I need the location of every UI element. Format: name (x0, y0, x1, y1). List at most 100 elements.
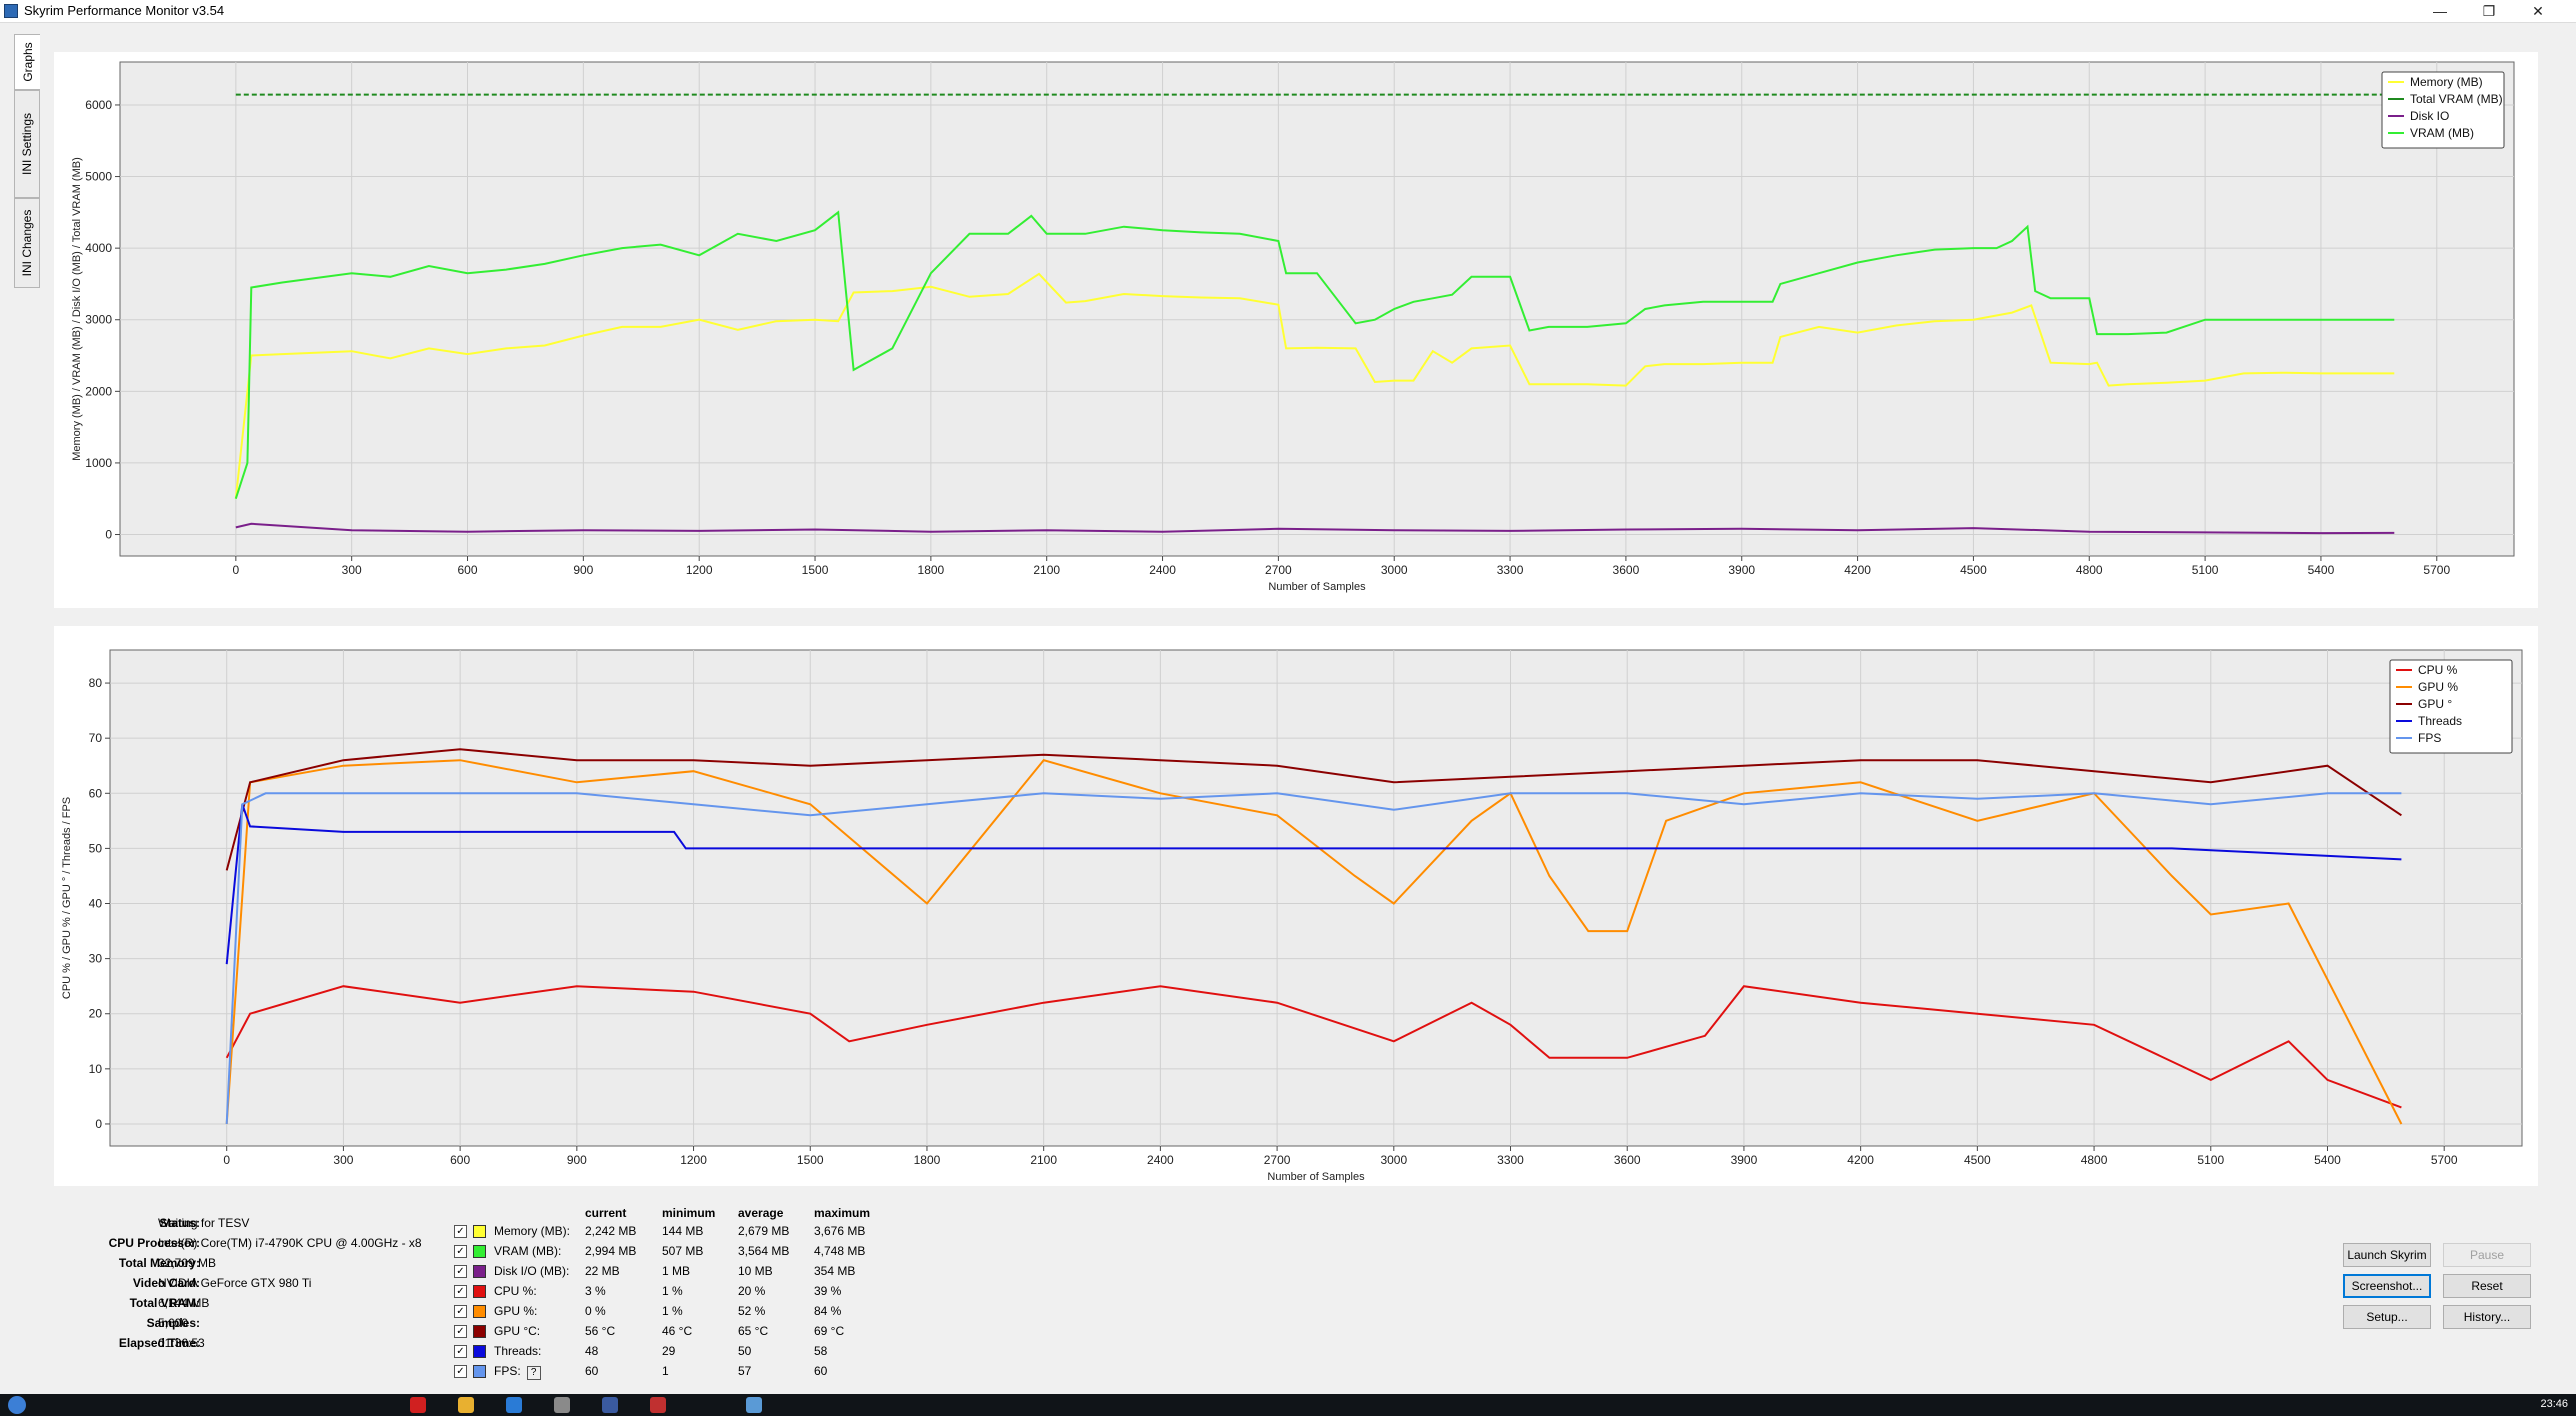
samples-label: Samples: (146, 1316, 200, 1330)
threads-checkbox[interactable]: ✓ (454, 1345, 467, 1358)
gpu-current: 0 % (585, 1304, 606, 1318)
tab-ini-changes[interactable]: INI Changes (14, 198, 40, 288)
vram-current: 2,994 MB (585, 1244, 637, 1258)
video-card-label: Video Card: (132, 1276, 200, 1290)
status-label: Status: (159, 1216, 200, 1230)
memory-chart-x-tick-label: 1200 (686, 563, 713, 577)
performance-chart-legend (2389, 659, 2513, 754)
vram-swatch (473, 1245, 486, 1258)
performance-chart-panel: 0 300 600 900 1200 1500 1800 2100 2400 2700 3000 33… (54, 626, 2538, 1186)
gpu-temp-row-label: GPU °C: (494, 1324, 541, 1338)
fps-label-text: FPS: (494, 1364, 521, 1378)
memory-average: 2,679 MB (738, 1224, 790, 1238)
performance-chart-x-tick-label: 300 (333, 1153, 353, 1167)
cpu-average: 20 % (738, 1284, 766, 1298)
gpu-checkbox[interactable]: ✓ (454, 1305, 467, 1318)
video-card-value: NVIDIA GeForce GTX 980 Ti (158, 1276, 312, 1290)
performance-chart-x-tick-label: 3300 (1497, 1153, 1524, 1167)
vram-maximum: 4,748 MB (814, 1244, 866, 1258)
start-button[interactable] (8, 1396, 26, 1414)
memory-chart-series-disk-io (235, 522, 2395, 535)
history-button[interactable]: History... (2443, 1305, 2531, 1329)
cpu-maximum: 39 % (814, 1284, 842, 1298)
tab-ini-settings[interactable]: INI Settings (14, 90, 40, 198)
launch-skyrim-button[interactable]: Launch Skyrim (2343, 1243, 2431, 1267)
performance-chart-x-tick-label: 5100 (2197, 1153, 2224, 1167)
threads-minimum: 29 (662, 1344, 676, 1358)
gpu-minimum: 1 % (662, 1304, 683, 1318)
performance-chart-x-tick-label: 5400 (2314, 1153, 2341, 1167)
vram-checkbox[interactable]: ✓ (454, 1245, 467, 1258)
cpu-minimum: 1 % (662, 1284, 683, 1298)
memory-chart-y-tick-label: 4000 (85, 241, 112, 255)
total-vram-value: 6,144 MB (158, 1296, 210, 1310)
disk-io-swatch (473, 1265, 486, 1278)
vram-average: 3,564 MB (738, 1244, 790, 1258)
close-button[interactable]: ✕ (2532, 3, 2544, 19)
screenshot-button[interactable]: Screenshot... (2343, 1274, 2431, 1298)
taskbar-clock: 23:46 (2540, 1398, 2568, 1410)
memory-chart-y-tick-label: 2000 (85, 384, 112, 398)
gpu-temp-current: 56 °C (585, 1324, 616, 1338)
gpu-temp-maximum: 69 °C (814, 1324, 845, 1338)
total-vram-label: Total VRAM: (129, 1296, 200, 1310)
performance-chart-y-tick-label: 60 (89, 786, 103, 800)
memory-chart-legend-entry: Total VRAM (MB) (2410, 92, 2503, 106)
setup-button[interactable]: Setup... (2343, 1305, 2431, 1329)
header-current: current (585, 1206, 627, 1220)
memory-chart-x-tick-label: 2400 (1149, 563, 1176, 577)
memory-chart-series-vram-mb (234, 210, 2395, 500)
elapsed-time-value: 01:36:53 (158, 1336, 205, 1350)
fps-swatch (473, 1365, 486, 1378)
taskbar-app-6[interactable] (650, 1397, 666, 1413)
gpu-temp-swatch (473, 1325, 486, 1338)
performance-chart-x-tick-label: 600 (450, 1153, 470, 1167)
performance-chart-series-threads (225, 803, 2402, 965)
performance-chart-x-tick-label: 3600 (1614, 1153, 1641, 1167)
reset-button[interactable]: Reset (2443, 1274, 2531, 1298)
memory-chart-x-tick-label: 0 (232, 563, 239, 577)
memory-chart-y-tick-label: 0 (105, 528, 112, 542)
memory-chart-y-tick-label: 6000 (85, 98, 112, 112)
performance-chart-x-tick-label: 2700 (1264, 1153, 1291, 1167)
tab-graphs[interactable]: Graphs (14, 34, 40, 90)
threads-current: 48 (585, 1344, 599, 1358)
performance-chart-y-axis-label: CPU % / GPU % / GPU ° / Threads / FPS (61, 797, 73, 999)
memory-chart-x-axis-label: Number of Samples (1268, 581, 1366, 593)
disk-io-maximum: 354 MB (814, 1264, 856, 1278)
performance-chart-y-tick-label: 30 (89, 952, 103, 966)
taskbar-app-2[interactable] (458, 1397, 474, 1413)
fps-checkbox[interactable]: ✓ (454, 1365, 467, 1378)
memory-chart-legend-entry: VRAM (MB) (2410, 126, 2474, 140)
fps-help-button[interactable]: ? (526, 1366, 541, 1380)
memory-checkbox[interactable]: ✓ (454, 1225, 467, 1238)
pause-button[interactable]: Pause (2443, 1243, 2531, 1267)
disk-io-checkbox[interactable]: ✓ (454, 1265, 467, 1278)
taskbar-app-3[interactable] (506, 1397, 522, 1413)
fps-minimum: 1 (662, 1364, 669, 1378)
taskbar-app-1[interactable] (410, 1397, 426, 1413)
gpu-temp-checkbox[interactable]: ✓ (454, 1325, 467, 1338)
memory-swatch (473, 1225, 486, 1238)
samples-value: 5,600 (158, 1316, 189, 1330)
total-memory-value: 32,709 MB (158, 1256, 217, 1270)
maximize-button[interactable]: ❐ (2482, 3, 2496, 19)
memory-chart-x-tick-label: 2100 (1033, 563, 1060, 577)
cpu-checkbox[interactable]: ✓ (454, 1285, 467, 1298)
title-bar: Skyrim Performance Monitor v3.54 — ❐ ✕ (0, 0, 2576, 23)
performance-chart-series-cpu (225, 985, 2402, 1109)
taskbar-app-5[interactable] (602, 1397, 618, 1413)
minimize-button[interactable]: — (2433, 3, 2447, 19)
fps-current: 60 (585, 1364, 599, 1378)
memory-chart-x-tick-label: 5400 (2308, 563, 2335, 577)
threads-maximum: 58 (814, 1344, 828, 1358)
gpu-temp-average: 65 °C (738, 1324, 769, 1338)
performance-chart-x-axis-label: Number of Samples (1267, 1171, 1365, 1183)
taskbar-app-4[interactable] (554, 1397, 570, 1413)
memory-chart-x-tick-label: 2700 (1265, 563, 1292, 577)
performance-chart-series-fps (225, 792, 2402, 1125)
gpu-average: 52 % (738, 1304, 766, 1318)
performance-chart-x-tick-label: 4500 (1964, 1153, 1991, 1167)
taskbar-app-7[interactable] (746, 1397, 762, 1413)
tab-ini-changes-label: INI Changes (20, 209, 34, 277)
